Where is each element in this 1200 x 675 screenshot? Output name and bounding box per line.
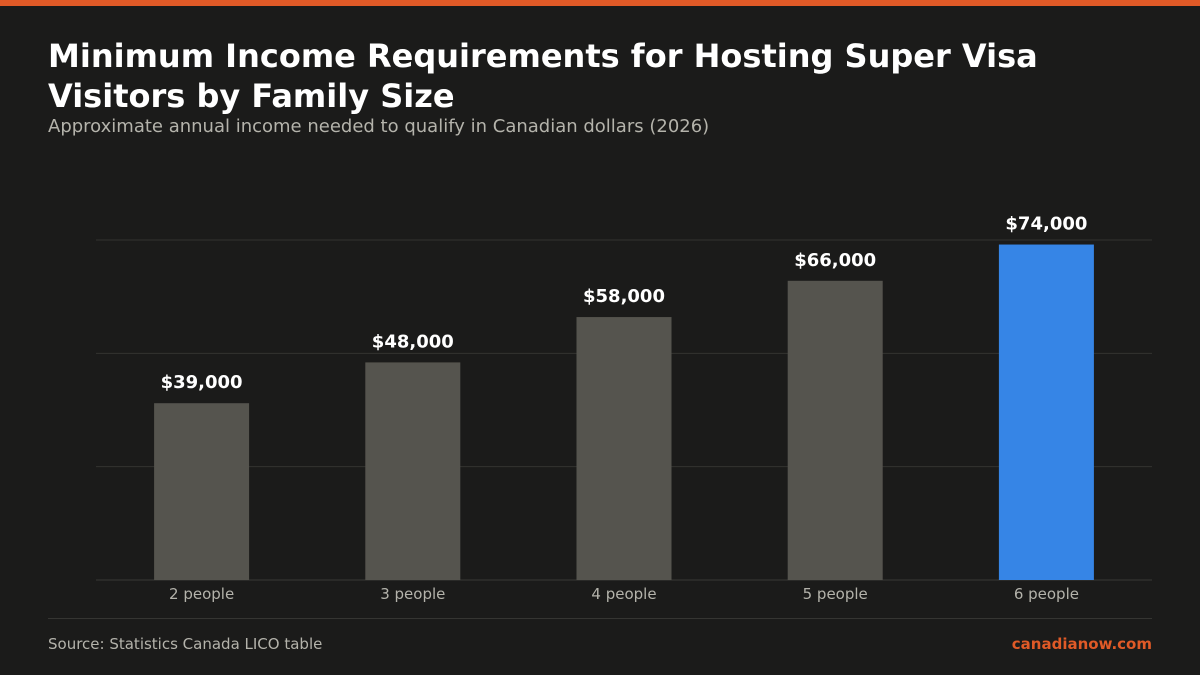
data-label: $48,000 — [372, 331, 454, 352]
x-tick-label: 4 people — [591, 585, 656, 603]
source-note: Source: Statistics Canada LICO table — [48, 635, 323, 653]
x-tick-label: 3 people — [380, 585, 445, 603]
x-axis-ticks: 2 people 3 people 4 people 5 people 6 people — [169, 585, 1079, 603]
bar-5-people — [787, 280, 883, 580]
data-label: $66,000 — [794, 250, 876, 271]
x-tick-label: 6 people — [1014, 585, 1079, 603]
data-label: $74,000 — [1005, 214, 1087, 235]
bar-3-people — [365, 362, 461, 580]
x-tick-label: 5 people — [803, 585, 868, 603]
bars — [154, 244, 1094, 581]
chart-subtitle: Approximate annual income needed to qual… — [48, 116, 710, 137]
data-labels: $39,000 $48,000 $58,000 $66,000 $74,000 — [161, 214, 1088, 394]
data-label: $58,000 — [583, 286, 665, 307]
x-tick-label: 2 people — [169, 585, 234, 603]
chart-title: Minimum Income Requirements for Hosting … — [48, 37, 1038, 115]
brand-link[interactable]: canadianow.com — [1011, 635, 1152, 653]
data-label: $39,000 — [161, 372, 243, 393]
footer-divider — [48, 618, 1152, 619]
bar-2-people — [154, 403, 250, 580]
bar-6-people — [998, 244, 1094, 581]
bar-4-people — [576, 317, 672, 580]
accent-top-bar — [0, 0, 1200, 6]
